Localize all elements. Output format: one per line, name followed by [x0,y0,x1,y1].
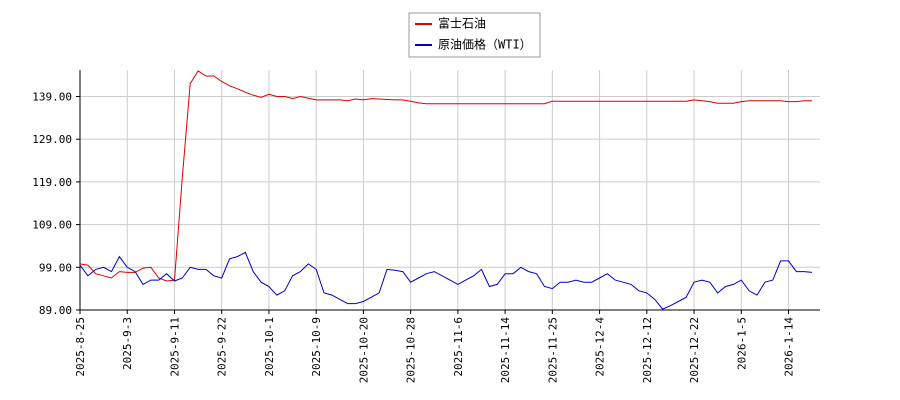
x-tick-label: 2025-9-11 [168,317,181,377]
x-tick-label: 2025-11-25 [546,317,559,383]
x-tick-label: 2025-12-12 [641,317,654,383]
x-tick-label: 2025-12-22 [688,317,701,383]
x-tick-label: 2025-10-9 [310,317,323,377]
x-tick-label: 2025-9-3 [121,317,134,370]
y-tick-label: 89.00 [39,304,72,317]
x-tick-label: 2025-10-20 [357,317,370,383]
series-line [79,70,813,282]
x-tick-label: 2025-9-22 [216,317,229,377]
legend-label: 富士石油 [438,16,486,31]
x-tick-label: 2025-8-25 [74,317,87,377]
y-tick-label: 129.00 [32,133,72,146]
y-tick-label: 109.00 [32,219,72,232]
y-tick-label: 119.00 [32,176,72,189]
legend-label: 原油価格（WTI） [438,37,532,52]
x-tick-label: 2025-10-28 [405,317,418,383]
series-line [79,251,813,310]
x-tick-label: 2026-1-5 [735,317,748,370]
y-tick-label: 99.00 [39,261,72,274]
x-tick-label: 2025-10-1 [263,317,276,377]
legend-box [408,12,541,58]
y-tick-label: 139.00 [32,90,72,103]
x-tick-label: 2025-11-14 [499,317,512,384]
x-tick-label: 2025-12-4 [594,317,607,377]
x-tick-label: 2026-1-14 [783,317,796,377]
x-tick-label: 2025-11-6 [452,317,465,377]
